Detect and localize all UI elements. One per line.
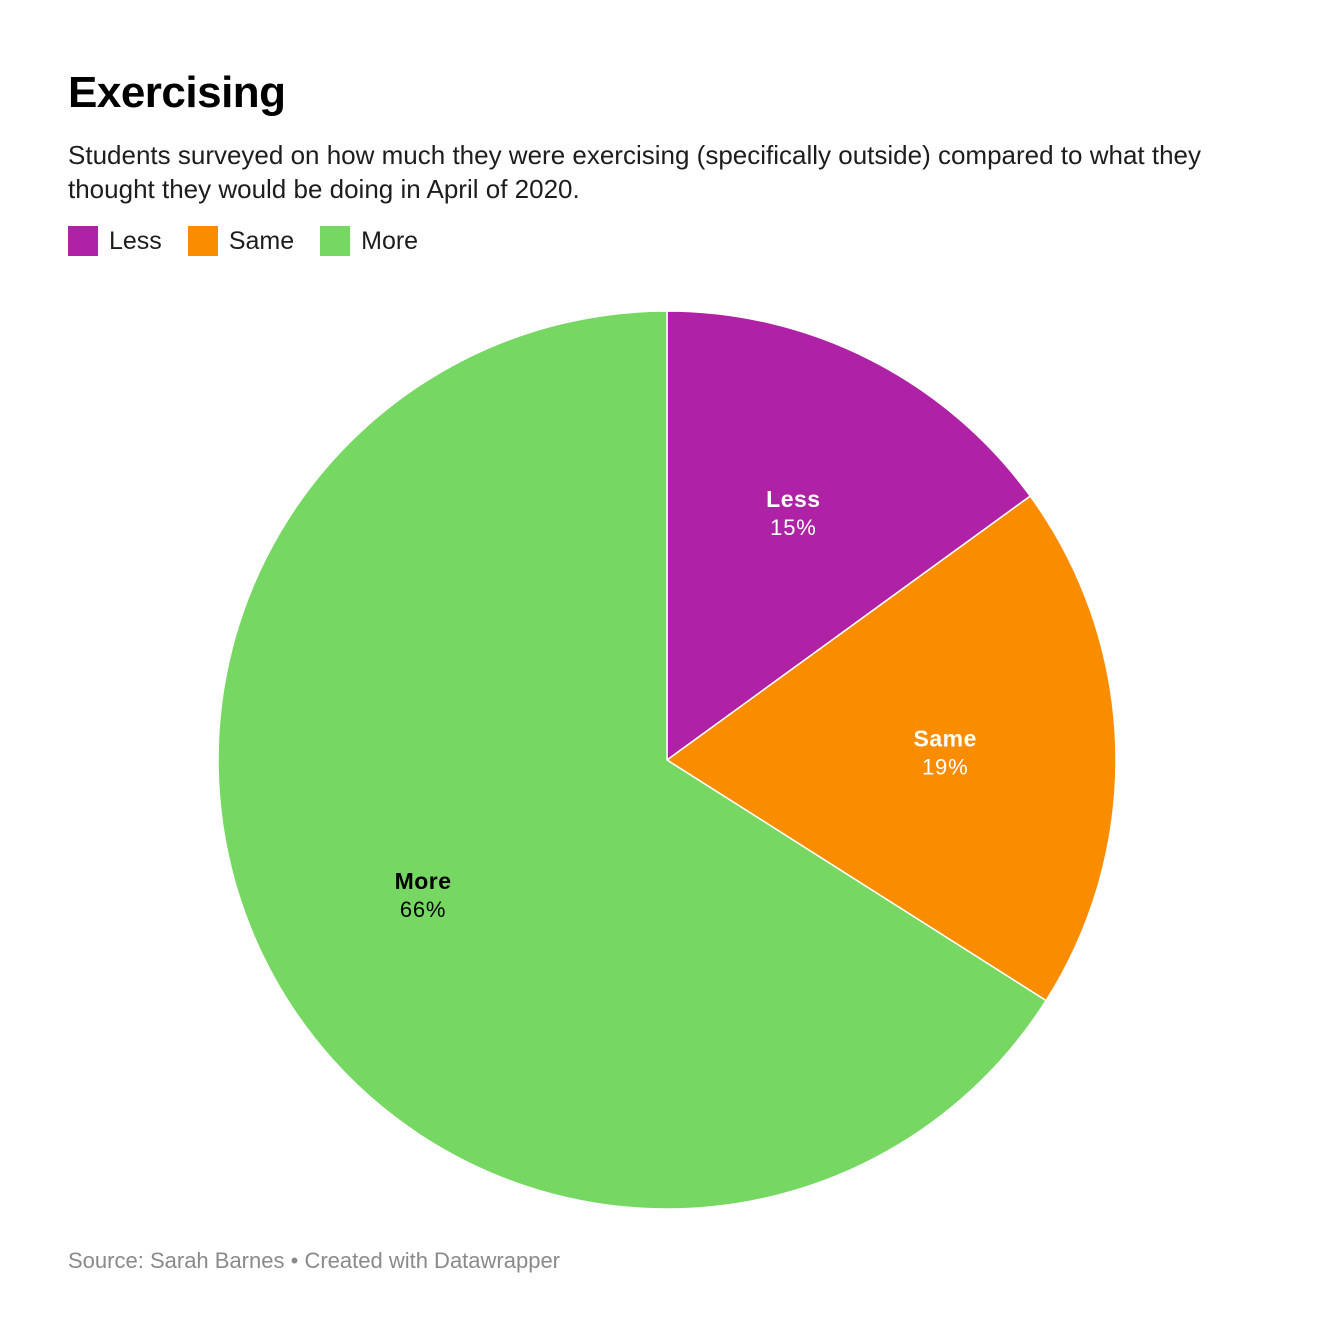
chart-footer: Source: Sarah Barnes • Created with Data…	[68, 1248, 560, 1274]
legend-swatch-more	[320, 226, 351, 256]
credit-text: Created with Datawrapper	[304, 1248, 561, 1273]
chart-title: Exercising	[68, 68, 286, 117]
slice-label-same: Same	[914, 725, 977, 751]
slice-value-less: 15%	[770, 515, 816, 540]
slice-label-more: More	[395, 868, 452, 894]
legend-label-more: More	[361, 226, 419, 255]
chart-legend: Less Same More	[68, 226, 444, 256]
legend-item-same: Same	[187, 226, 295, 256]
pie-slice-more	[217, 310, 1048, 1210]
source-name: Sarah Barnes	[149, 1248, 285, 1273]
legend-label-same: Same	[228, 226, 295, 255]
footer-separator: •	[290, 1248, 299, 1273]
slice-label-less: Less	[766, 486, 820, 512]
legend-label-less: Less	[109, 226, 162, 255]
slice-value-same: 19%	[922, 754, 968, 779]
legend-swatch-less	[68, 226, 98, 256]
pie-slice-less	[666, 310, 1032, 762]
legend-item-more: More	[320, 226, 418, 256]
legend-item-less: Less	[68, 226, 162, 256]
legend-swatch-same	[187, 226, 218, 256]
pie-slice-same	[665, 495, 1117, 1002]
chart-subtitle: Students surveyed on how much they were …	[68, 140, 1202, 204]
source-label: Source:	[68, 1248, 144, 1273]
slice-value-more: 66%	[400, 897, 446, 922]
